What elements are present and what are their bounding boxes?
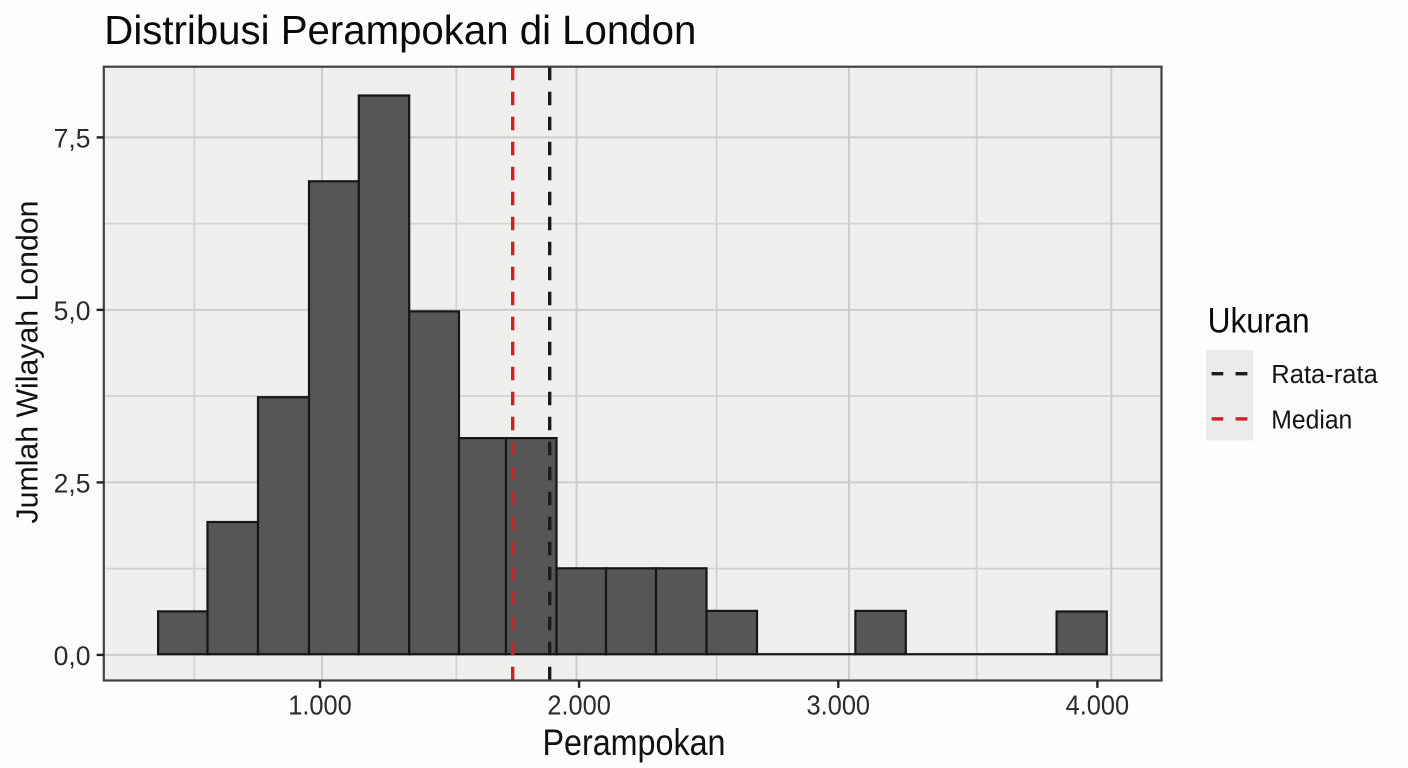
svg-text:1.000: 1.000 bbox=[288, 690, 352, 721]
svg-text:0,0: 0,0 bbox=[54, 641, 91, 671]
svg-text:2,5: 2,5 bbox=[54, 468, 91, 498]
svg-text:Perampokan: Perampokan bbox=[543, 721, 726, 763]
svg-text:Ukuran: Ukuran bbox=[1208, 301, 1310, 341]
svg-text:2.000: 2.000 bbox=[547, 690, 611, 721]
svg-text:Jumlah Wilayah London: Jumlah Wilayah London bbox=[10, 201, 45, 524]
svg-text:Distribusi Perampokan di Londo: Distribusi Perampokan di London bbox=[104, 7, 696, 53]
svg-text:3.000: 3.000 bbox=[807, 690, 871, 721]
svg-text:7,5: 7,5 bbox=[54, 123, 91, 153]
svg-text:4.000: 4.000 bbox=[1066, 690, 1130, 721]
svg-text:Median: Median bbox=[1271, 407, 1352, 435]
svg-text:5,0: 5,0 bbox=[54, 296, 91, 326]
svg-text:Rata-rata: Rata-rata bbox=[1271, 361, 1378, 389]
